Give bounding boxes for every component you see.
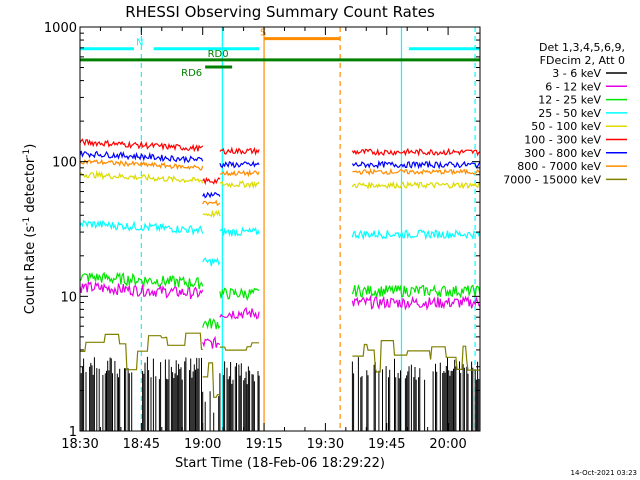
x-tick-label-0: 18:30: [61, 437, 98, 452]
series-6-segment-3: [351, 159, 481, 170]
y-tick-label-1: 10: [60, 290, 77, 305]
series-7-segment-3: [352, 167, 481, 176]
series-0-segment-3: [351, 357, 481, 431]
x-tick-label-3: 19:15: [245, 437, 282, 452]
y-axis-label-end: ): [23, 144, 38, 149]
legend-header-decim: FDecim 2, Att 0: [540, 54, 625, 67]
series-7-segment-0: [79, 158, 204, 171]
legend-label-0: 3 - 6 keV: [552, 67, 601, 80]
series-1-segment-1: [202, 335, 221, 349]
flag-label-rd0: RD0: [208, 49, 229, 60]
series-4-segment-0: [79, 169, 204, 184]
series-4-segment-2: [219, 180, 260, 190]
series-2-segment-2: [219, 287, 260, 302]
x-tick-label-2: 19:00: [184, 437, 221, 452]
y-axis-label-main: Count Rate (s: [23, 226, 38, 315]
series-0: [79, 356, 481, 431]
flag-label-n: N: [136, 38, 143, 49]
legend-label-4: 50 - 100 keV: [531, 120, 601, 133]
plot-area: N S RD0 RD6: [79, 27, 481, 431]
series-0-segment-2: [219, 361, 260, 431]
plot-frame: [79, 26, 481, 432]
y-tick-label-3: 1000: [44, 21, 77, 36]
series-6-segment-1: [202, 191, 221, 199]
series-7-segment-2: [219, 169, 260, 178]
x-tick-label-5: 19:45: [368, 437, 405, 452]
series-1-segment-3: [351, 294, 481, 311]
series-8-segment-2: [219, 342, 260, 351]
series-4-segment-1: [202, 209, 221, 219]
series-5-segment-2: [219, 146, 260, 156]
series-1-segment-2: [219, 306, 260, 321]
series-8: [80, 332, 480, 398]
y-axis-label-sup1: -1: [22, 217, 32, 226]
series-3-segment-2: [219, 226, 260, 238]
legend-label-5: 100 - 300 keV: [524, 134, 601, 147]
y-axis-label-sup2: -1: [22, 149, 32, 158]
y-tick-label-0: 1: [69, 425, 77, 440]
series-5-segment-3: [351, 147, 481, 157]
legend-header-detectors: Det 1,3,4,5,6,9,: [539, 41, 625, 54]
legend-label-3: 25 - 50 keV: [538, 107, 601, 120]
legend-label-1: 6 - 12 keV: [545, 80, 601, 93]
series-2: [79, 271, 481, 330]
y-tick-label-2: 100: [52, 156, 77, 171]
series-4: [79, 169, 481, 219]
series-7: [79, 158, 481, 207]
series-2-segment-1: [202, 318, 221, 330]
flag-label-rd6: RD6: [181, 68, 202, 79]
y-axis-label: Count Rate (s-1 detector-1): [22, 144, 38, 315]
series-3-segment-3: [351, 228, 481, 241]
series-8-segment-3: [352, 340, 480, 373]
series-5-segment-1: [202, 176, 221, 186]
legend: Det 1,3,4,5,6,9, FDecim 2, Att 0 3 - 6 k…: [503, 41, 627, 186]
series-4-segment-3: [351, 180, 481, 190]
x-tick-label-4: 19:30: [307, 437, 344, 452]
series-6-segment-0: [79, 150, 204, 164]
series-3-segment-1: [202, 257, 221, 267]
series-5-segment-0: [79, 138, 204, 153]
legend-label-7: 800 - 7000 keV: [517, 160, 601, 173]
series-7-segment-1: [202, 199, 221, 207]
legend-label-2: 12 - 25 keV: [538, 94, 601, 107]
x-tick-label-6: 20:00: [429, 437, 466, 452]
series-1-segment-0: [79, 280, 204, 300]
series-3-segment-0: [79, 219, 204, 237]
series-8-segment-0: [80, 332, 203, 371]
series-6: [79, 150, 481, 199]
timestamp: 14-Oct-2021 03:23: [571, 469, 637, 477]
axes: 18:30 18:45 19:00 19:15 19:30 19:45 20:00 1 10 10…: [44, 21, 480, 452]
y-axis-label-mid: detector: [23, 157, 38, 217]
series-2-segment-3: [351, 284, 481, 299]
series-2-segment-0: [79, 271, 204, 290]
series-6-segment-2: [219, 160, 260, 169]
legend-label-8: 7000 - 15000 keV: [503, 173, 601, 186]
series-3: [79, 219, 481, 267]
series-1: [79, 280, 481, 349]
series-0-segment-1: [202, 391, 220, 431]
series-0-segment-0: [79, 356, 202, 431]
x-tick-label-1: 18:45: [123, 437, 160, 452]
legend-label-6: 300 - 800 keV: [524, 147, 601, 160]
series-5: [79, 138, 481, 186]
flag-label-s: S: [260, 28, 266, 39]
series-8-segment-1: [202, 362, 221, 398]
x-axis-label: Start Time (18-Feb-06 18:29:22): [175, 456, 385, 471]
chart-title: RHESSI Observing Summary Count Rates: [125, 3, 435, 21]
